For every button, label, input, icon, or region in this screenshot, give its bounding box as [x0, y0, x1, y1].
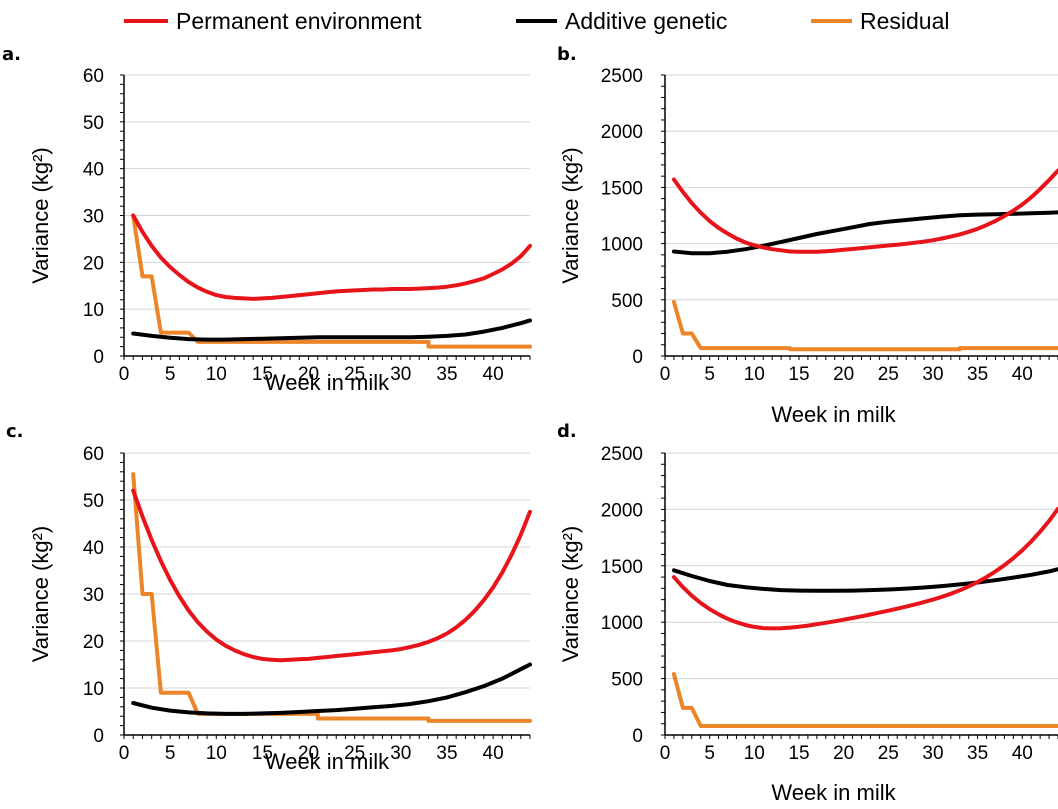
panel-label: b. [557, 44, 577, 65]
y-tick-label: 2000 [601, 122, 643, 143]
y-tick-label: 50 [83, 113, 104, 134]
x-tick-label: 15 [252, 364, 273, 385]
y-tick-label: 2500 [601, 444, 643, 465]
y-tick-label: 1000 [601, 613, 643, 634]
residual-series-line [131, 472, 532, 723]
x-tick-label: 25 [878, 364, 899, 385]
legend-label: Residual [860, 8, 950, 34]
y-tick-label: 1000 [601, 235, 643, 256]
x-tick-label: 30 [922, 743, 943, 764]
legend-label: Additive genetic [565, 8, 727, 34]
x-tick-label: 35 [967, 364, 988, 385]
y-tick-label: 30 [83, 585, 104, 606]
x-tick-label: 15 [252, 743, 273, 764]
x-tick-label: 10 [744, 743, 765, 764]
y-tick-label: 30 [83, 207, 104, 228]
x-tick-label: 30 [922, 364, 943, 385]
additive-genetic-series-line [131, 662, 532, 716]
x-tick-label: 35 [436, 364, 457, 385]
permanent-environment-series-line [131, 488, 532, 663]
panel-label: c. [6, 421, 24, 442]
x-tick-label: 20 [833, 364, 854, 385]
x-tick-label: 30 [390, 743, 411, 764]
x-tick-label: 25 [878, 743, 899, 764]
y-tick-label: 20 [83, 632, 104, 653]
x-tick-label: 20 [298, 743, 319, 764]
chart-panel: a. 0 10 20 30 40 50 60 0 5 10 15 20 25 30 35 40 Week in m… [2, 44, 532, 395]
x-axis-label: Week in milk [771, 780, 896, 805]
additive-genetic-series-line [131, 318, 532, 342]
x-tick-label: 35 [436, 743, 457, 764]
y-tick-label: 50 [83, 491, 104, 512]
permanent-environment-series-line [671, 506, 1058, 631]
x-tick-label: 10 [206, 364, 227, 385]
y-tick-label: 0 [93, 726, 104, 747]
panel-label: a. [2, 44, 21, 65]
chart-panel: b. 0 500 1000 1500 2000 2500 0 5 10 15 20 25 30 35 40 We… [557, 44, 1058, 427]
y-tick-label: 60 [83, 444, 104, 465]
residual-series-line [671, 672, 1058, 728]
y-tick-label: 0 [632, 347, 643, 368]
x-tick-label: 0 [660, 364, 671, 385]
legend-item: Residual [811, 8, 950, 34]
x-tick-label: 15 [788, 743, 809, 764]
y-tick-label: 500 [611, 291, 643, 312]
y-tick-label: 40 [83, 160, 104, 181]
x-axis-label: Week in milk [265, 749, 390, 774]
x-axis-label: Week in milk [265, 370, 390, 395]
x-tick-label: 35 [967, 743, 988, 764]
x-tick-label: 20 [833, 743, 854, 764]
y-axis-label: Variance (kg²) [558, 147, 583, 284]
x-tick-label: 40 [483, 364, 504, 385]
x-tick-label: 25 [344, 743, 365, 764]
x-tick-label: 20 [298, 364, 319, 385]
x-tick-label: 30 [390, 364, 411, 385]
x-tick-label: 40 [1012, 743, 1033, 764]
additive-genetic-series-line [671, 210, 1058, 256]
y-tick-label: 0 [93, 347, 104, 368]
permanent-environment-series-line [131, 213, 532, 301]
x-tick-label: 0 [119, 364, 130, 385]
x-tick-label: 5 [704, 364, 715, 385]
x-tick-label: 40 [483, 743, 504, 764]
y-tick-label: 2500 [601, 66, 643, 87]
chart-panel: c. 0 10 20 30 40 50 60 0 5 10 15 20 25 30 35 40 Week in m… [6, 421, 532, 774]
panel-label: d. [557, 421, 577, 442]
legend-item: Additive genetic [516, 8, 727, 34]
y-tick-label: 0 [632, 726, 643, 747]
y-tick-label: 500 [611, 670, 643, 691]
additive-genetic-series-line [671, 567, 1058, 593]
legend: Permanent environment Additive genetic Res… [124, 8, 950, 34]
x-tick-label: 0 [660, 743, 671, 764]
x-tick-label: 0 [119, 743, 130, 764]
y-axis-label: Variance (kg²) [28, 147, 53, 284]
x-tick-label: 10 [206, 743, 227, 764]
legend-item: Permanent environment [124, 8, 422, 34]
x-tick-label: 15 [788, 364, 809, 385]
y-tick-label: 20 [83, 253, 104, 274]
legend-label: Permanent environment [176, 8, 422, 34]
x-tick-label: 25 [344, 364, 365, 385]
y-tick-label: 60 [83, 66, 104, 87]
y-tick-label: 1500 [601, 557, 643, 578]
y-tick-label: 10 [83, 300, 104, 321]
x-axis-label: Week in milk [771, 402, 896, 427]
y-tick-label: 40 [83, 538, 104, 559]
y-tick-label: 10 [83, 679, 104, 700]
chart-panel: d. 0 500 1000 1500 2000 2500 0 5 10 15 20 25 30 35 40 We… [557, 421, 1058, 805]
x-tick-label: 5 [165, 364, 176, 385]
y-axis-label: Variance (kg²) [28, 526, 53, 663]
x-tick-label: 5 [704, 743, 715, 764]
residual-series-line [671, 300, 1058, 352]
x-tick-label: 5 [165, 743, 176, 764]
y-axis-label: Variance (kg²) [558, 526, 583, 663]
permanent-environment-series-line [671, 168, 1058, 254]
x-tick-label: 10 [744, 364, 765, 385]
y-tick-label: 1500 [601, 178, 643, 199]
y-tick-label: 2000 [601, 500, 643, 521]
x-tick-label: 40 [1012, 364, 1033, 385]
